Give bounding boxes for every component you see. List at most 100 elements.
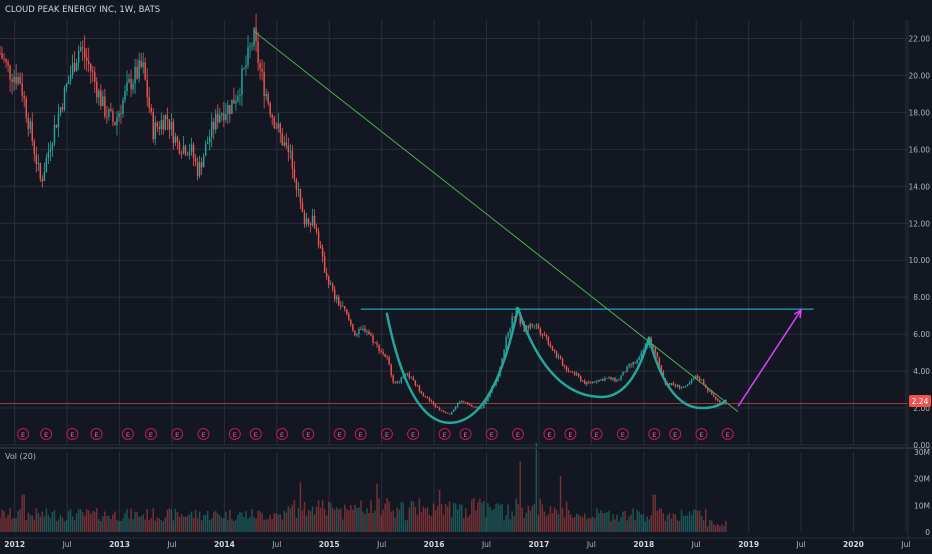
candle-body — [366, 331, 368, 333]
volume-bar — [293, 500, 296, 532]
candle-body — [338, 296, 340, 306]
candle-body — [17, 76, 19, 84]
candle-body — [102, 96, 104, 107]
volume-bar — [634, 520, 636, 532]
volume-bar — [19, 508, 21, 532]
candle-body — [182, 145, 185, 154]
candle-body — [110, 109, 112, 111]
volume-bar — [265, 519, 267, 532]
candle-body — [63, 87, 66, 110]
volume-bar — [523, 517, 525, 532]
volume-bar — [586, 519, 588, 532]
volume-bar — [134, 511, 136, 532]
volume-bar — [333, 509, 336, 532]
candle-body — [166, 115, 169, 120]
volume-bar — [551, 513, 554, 532]
volume-bar — [541, 504, 544, 532]
candle-body — [146, 79, 148, 98]
candle-body — [5, 59, 7, 62]
volume-bar — [622, 511, 624, 532]
volume-bar — [144, 519, 146, 532]
volume-bar — [61, 517, 64, 532]
candle-body — [575, 373, 578, 375]
candle-body — [698, 378, 701, 381]
earnings-marker — [333, 428, 346, 440]
volume-bar — [569, 514, 572, 532]
volume-bar — [15, 518, 17, 532]
candle-body — [55, 124, 58, 128]
candle-body — [96, 81, 98, 98]
volume-bar — [535, 442, 538, 532]
earnings-marker — [249, 428, 262, 440]
candle-body — [289, 151, 292, 153]
volume-bar — [231, 518, 233, 532]
volume-bar — [75, 513, 78, 532]
candle-body — [354, 330, 356, 336]
volume-bar — [632, 508, 634, 532]
volume-bar — [180, 514, 183, 532]
volume-bar — [694, 509, 697, 532]
candle-body — [229, 105, 231, 114]
volume-bar — [106, 516, 108, 532]
volume-bar — [90, 513, 92, 532]
earnings-marker — [695, 428, 708, 440]
candle-body — [249, 46, 251, 48]
volume-bar — [571, 517, 574, 532]
volume-bar — [366, 508, 368, 532]
volume-bar — [140, 516, 142, 532]
grid-lines — [0, 20, 908, 532]
volume-bar — [581, 517, 584, 532]
volume-bar — [23, 494, 25, 532]
candle-body — [592, 381, 594, 383]
candle-body — [350, 319, 352, 325]
earnings-marker-label: E — [233, 431, 237, 439]
volume-bar — [450, 517, 453, 532]
volume-bar — [454, 503, 457, 532]
candle-body — [53, 124, 56, 144]
candle-body — [1, 53, 3, 59]
volume-bar — [666, 515, 669, 532]
time-axis[interactable]: 2012 Jul 2013 Jul 2014 Jul 2015 Jul 2016 Jul 2017 J… — [4, 540, 910, 549]
candle-body — [581, 380, 584, 382]
y-tick-label: 6.00 — [913, 330, 930, 339]
candle-body — [273, 117, 275, 128]
volume-bar — [342, 519, 344, 532]
volume-bar — [473, 498, 475, 532]
volume-bar — [186, 515, 189, 532]
candle-body — [313, 215, 316, 229]
volume-bar — [678, 520, 681, 532]
candle-body — [235, 101, 237, 104]
candle-body — [456, 403, 459, 407]
candle-body — [364, 328, 366, 332]
volume-bar — [152, 508, 154, 532]
volume-bar — [142, 514, 144, 532]
candle-body — [634, 362, 636, 363]
volume-bar — [172, 520, 175, 532]
volume-bar — [592, 516, 594, 532]
candle-body — [206, 142, 209, 144]
candle-body — [128, 78, 130, 83]
volume-bar — [108, 515, 110, 532]
volume-bar — [638, 511, 640, 532]
price-axis[interactable]: 0.00 2.00 4.00 6.00 8.00 10.00 12.00 14.00 16.00… — [909, 34, 931, 450]
candle-body — [287, 145, 290, 153]
volume-bar — [0, 518, 1, 532]
candle-body — [608, 377, 610, 379]
volume-bar — [406, 519, 409, 532]
volume-bar — [517, 504, 519, 532]
volume-bar — [204, 514, 207, 532]
volume-bar — [682, 516, 685, 532]
volume-bar — [59, 514, 62, 532]
volume-bar — [521, 507, 523, 532]
volume-bar — [295, 517, 298, 532]
candle-body — [378, 344, 380, 352]
candle-body — [622, 371, 624, 376]
candle-body — [402, 376, 404, 378]
volume-bar — [336, 507, 338, 532]
volume-bar — [315, 506, 318, 532]
x-tick-label: 2012 — [4, 540, 25, 549]
volume-bar — [178, 516, 181, 532]
volume-bar — [259, 511, 261, 532]
candle-body — [438, 407, 441, 411]
